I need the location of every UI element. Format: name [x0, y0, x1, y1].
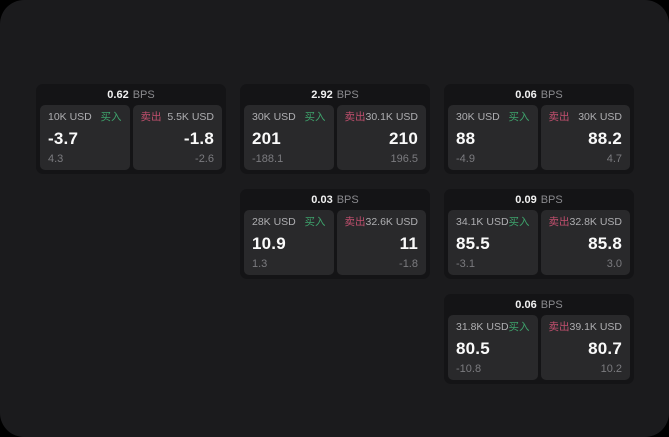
sell-price: 210 [389, 128, 418, 148]
spread-value: 0.62 [107, 88, 129, 101]
buy-delta: -10.8 [456, 363, 482, 375]
quote-card-4: 0.03 BPS 28K USD 买入 10.9 1.3 卖出 32.6K US… [240, 189, 430, 279]
sell-side-label: 卖出 [344, 111, 366, 123]
buy-quote-panel[interactable]: 34.1K USD 买入 85.5 -3.1 [448, 210, 538, 275]
spread-unit-label: BPS [336, 88, 359, 101]
spread-unit-label: BPS [540, 298, 563, 311]
buy-side-label: 买入 [508, 111, 530, 123]
quote-card-5: 0.09 BPS 34.1K USD 买入 85.5 -3.1 卖出 32.8K… [444, 189, 634, 279]
sell-side-label: 卖出 [548, 111, 570, 123]
spread-header: 0.03 BPS [244, 189, 426, 210]
sell-delta: 10.2 [600, 363, 622, 375]
spread-header: 0.06 BPS [448, 294, 630, 315]
buy-size-label: 28K USD [252, 216, 296, 228]
buy-size-label: 34.1K USD [456, 216, 509, 228]
buy-side-label: 买入 [508, 216, 530, 228]
buy-delta: -3.1 [456, 258, 475, 270]
sell-delta: 196.5 [390, 153, 418, 165]
sell-delta: 4.7 [606, 153, 622, 165]
spread-value: 0.09 [515, 193, 537, 206]
buy-side-label: 买入 [304, 111, 326, 123]
buy-delta: -188.1 [252, 153, 284, 165]
buy-quote-panel[interactable]: 28K USD 买入 10.9 1.3 [244, 210, 334, 275]
sell-quote-panel[interactable]: 卖出 39.1K USD 80.7 10.2 [540, 315, 630, 380]
sell-side-label: 卖出 [548, 216, 570, 228]
buy-delta: 1.3 [252, 258, 268, 270]
quote-card-1: 0.62 BPS 10K USD 买入 -3.7 4.3 卖出 5.5K USD [36, 84, 226, 174]
buy-side-label: 买入 [304, 216, 326, 228]
buy-quote-panel[interactable]: 30K USD 买入 88 -4.9 [448, 105, 538, 170]
sell-size-label: 5.5K USD [167, 111, 214, 123]
sell-delta: -2.6 [195, 153, 214, 165]
sell-quote-panel[interactable]: 卖出 30K USD 88.2 4.7 [540, 105, 630, 170]
sell-size-label: 32.6K USD [365, 216, 419, 228]
buy-price: 88 [456, 128, 476, 148]
buy-delta: -4.9 [456, 153, 475, 165]
buy-price: 85.5 [456, 233, 490, 253]
buy-price: 201 [252, 128, 281, 148]
buy-size-label: 30K USD [252, 111, 296, 123]
sell-size-label: 32.8K USD [569, 216, 623, 228]
spread-unit-label: BPS [336, 193, 359, 206]
quote-cards-grid: 0.62 BPS 10K USD 买入 -3.7 4.3 卖出 5.5K USD [36, 84, 634, 384]
sell-quote-panel[interactable]: 卖出 30.1K USD 210 196.5 [336, 105, 426, 170]
spread-header: 0.06 BPS [448, 84, 630, 105]
buy-size-label: 10K USD [48, 111, 92, 123]
sell-price: 80.7 [588, 338, 622, 358]
buy-side-label: 买入 [100, 111, 122, 123]
spread-header: 0.09 BPS [448, 189, 630, 210]
buy-size-label: 30K USD [456, 111, 500, 123]
sell-quote-panel[interactable]: 卖出 32.8K USD 85.8 3.0 [540, 210, 630, 275]
spread-value: 2.92 [311, 88, 333, 101]
quote-card-6: 0.06 BPS 31.8K USD 买入 80.5 -10.8 卖出 39.1… [444, 294, 634, 384]
sell-side-label: 卖出 [548, 321, 570, 333]
sell-side-label: 卖出 [344, 216, 366, 228]
buy-price: -3.7 [48, 128, 79, 148]
spread-header: 0.62 BPS [40, 84, 222, 105]
quote-card-2: 2.92 BPS 30K USD 买入 201 -188.1 卖出 30.1K … [240, 84, 430, 174]
buy-size-label: 31.8K USD [456, 321, 509, 333]
quote-card-3: 0.06 BPS 30K USD 买入 88 -4.9 卖出 30K USD [444, 84, 634, 174]
buy-quote-panel[interactable]: 10K USD 买入 -3.7 4.3 [40, 105, 130, 170]
buy-price: 80.5 [456, 338, 490, 358]
buy-price: 10.9 [252, 233, 286, 253]
sell-price: 85.8 [588, 233, 622, 253]
sell-side-label: 卖出 [140, 111, 162, 123]
spread-value: 0.06 [515, 88, 537, 101]
sell-delta: -1.8 [399, 258, 418, 270]
buy-delta: 4.3 [48, 153, 64, 165]
sell-quote-panel[interactable]: 卖出 32.6K USD 11 -1.8 [336, 210, 426, 275]
sell-price: 11 [399, 233, 418, 253]
sell-price: 88.2 [588, 128, 622, 148]
buy-quote-panel[interactable]: 30K USD 买入 201 -188.1 [244, 105, 334, 170]
sell-size-label: 39.1K USD [569, 321, 623, 333]
buy-side-label: 买入 [508, 321, 530, 333]
sell-delta: 3.0 [606, 258, 622, 270]
sell-size-label: 30.1K USD [365, 111, 419, 123]
spread-header: 2.92 BPS [244, 84, 426, 105]
spread-unit-label: BPS [132, 88, 155, 101]
spread-value: 0.06 [515, 298, 537, 311]
sell-size-label: 30K USD [578, 111, 622, 123]
sell-price: -1.8 [183, 128, 214, 148]
spread-unit-label: BPS [540, 193, 563, 206]
buy-quote-panel[interactable]: 31.8K USD 买入 80.5 -10.8 [448, 315, 538, 380]
sell-quote-panel[interactable]: 卖出 5.5K USD -1.8 -2.6 [132, 105, 222, 170]
spread-value: 0.03 [311, 193, 333, 206]
spread-unit-label: BPS [540, 88, 563, 101]
